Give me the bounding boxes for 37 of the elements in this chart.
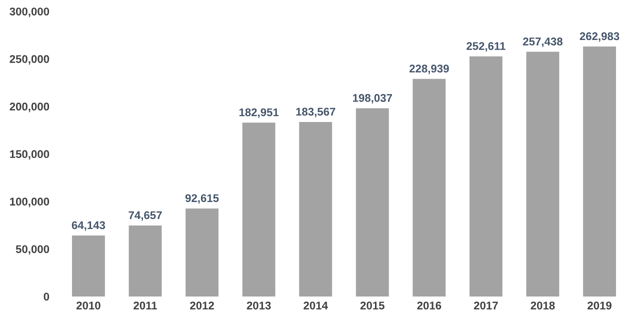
data-label: 74,657: [128, 211, 162, 221]
data-label: 228,939: [409, 64, 449, 74]
data-label: 252,611: [466, 42, 506, 52]
x-tick-label: 2015: [360, 302, 384, 310]
y-tick-label: 50,000: [16, 245, 50, 255]
bar: [299, 122, 332, 296]
x-tick-label: 2014: [304, 302, 328, 310]
x-tick-label: 2019: [588, 302, 612, 310]
y-tick-label: 0: [44, 292, 50, 301]
x-tick-label: 2012: [190, 302, 214, 310]
bar: [469, 56, 502, 296]
data-label: 198,037: [353, 94, 392, 104]
x-tick-label: 2017: [474, 302, 498, 310]
bar: [583, 46, 616, 296]
x-tick-label: 2016: [417, 302, 442, 310]
y-tick-label: 100,000: [10, 198, 50, 208]
y-tick-label: 300,000: [10, 8, 50, 18]
data-label: 182,951: [239, 108, 279, 118]
bar: [526, 52, 560, 296]
data-label: 257,438: [523, 38, 562, 48]
bar: [128, 226, 162, 296]
bar: [356, 108, 389, 296]
bar: [186, 208, 219, 296]
bar: [412, 78, 446, 296]
y-tick-label: 150,000: [10, 150, 50, 160]
x-tick-label: 2010: [76, 302, 100, 310]
x-tick-label: 2011: [134, 302, 157, 310]
bar: [242, 122, 276, 296]
data-label: 64,143: [72, 221, 106, 231]
data-label: 262,983: [580, 32, 620, 42]
data-label: 92,615: [185, 194, 219, 204]
x-tick-label: 2013: [246, 302, 271, 310]
x-tick-label: 2018: [530, 302, 555, 310]
bar: [72, 236, 105, 296]
data-label: 183,567: [296, 108, 336, 118]
y-tick-label: 200,000: [10, 102, 50, 112]
y-tick-label: 250,000: [10, 55, 50, 65]
